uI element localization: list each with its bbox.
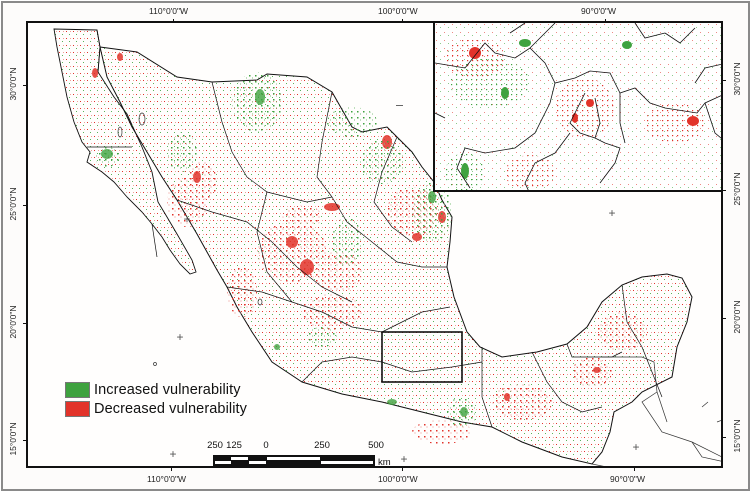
top-axis-label: 90°0'0"W (581, 6, 616, 16)
legend-item-increased: Increased vulnerability (65, 380, 247, 399)
legend-label: Decreased vulnerability (94, 400, 248, 417)
scale-tick: 500 (368, 440, 384, 451)
scale-bar: 250 125 0 250 500 km (207, 440, 393, 468)
bottom-axis-label: 100°0'0"W (378, 474, 418, 484)
scale-tick: 125 (226, 440, 242, 451)
scale-tick: 250 (207, 440, 223, 451)
top-axis-tick (173, 19, 174, 23)
left-axis-tick (23, 440, 27, 441)
scale-tick: 250 (314, 440, 330, 451)
left-axis-tick (23, 323, 27, 324)
left-axis-tick (23, 205, 27, 206)
left-axis-label: 30°0'0"N (8, 67, 18, 101)
bottom-axis-tick (171, 467, 172, 471)
graticule-cross-icon: + (176, 330, 184, 344)
graticule-cross-icon: + (608, 206, 616, 220)
map-frame: + + + + + + (26, 21, 723, 468)
left-axis-tick (23, 85, 27, 86)
right-axis-label: 15°0'0"N (732, 419, 742, 453)
top-axis-label: 100°0'0"W (378, 6, 418, 16)
graticule-cross-icon: + (400, 452, 408, 466)
legend-label: Increased vulnerability (94, 381, 241, 398)
top-axis-tick (605, 19, 606, 23)
graticule-cross-icon: + (632, 440, 640, 454)
graticule-dash (396, 105, 403, 106)
increased-vulnerability-patches (95, 72, 477, 427)
state-boundaries (151, 81, 663, 428)
decreased-swatch (65, 400, 90, 417)
bottom-axis-label: 90°0'0"W (610, 474, 645, 484)
right-axis-label: 30°0'0"N (732, 62, 742, 96)
right-axis-tick (722, 437, 726, 438)
right-axis-label: 20°0'0"N (732, 300, 742, 334)
top-axis-label: 110°0'0"W (149, 6, 189, 16)
scale-bar-graphic (213, 455, 375, 466)
inset-map (433, 23, 721, 192)
legend-item-decreased: Decreased vulnerability (65, 399, 247, 418)
right-axis-tick (722, 190, 726, 191)
graticule-cross-icon: + (169, 447, 177, 461)
bottom-axis-label: 110°0'0"W (147, 474, 187, 484)
top-axis-tick (402, 19, 403, 23)
scale-unit: km (378, 457, 391, 468)
mexico-map (53, 28, 721, 466)
left-axis-label: 20°0'0"N (8, 305, 18, 339)
bottom-axis-tick (634, 467, 635, 471)
study-area-box (381, 331, 463, 383)
graticule-cross-icon: + (183, 212, 191, 226)
scale-tick: 0 (263, 440, 269, 451)
right-axis-tick (722, 318, 726, 319)
increased-swatch (65, 381, 90, 398)
neighbor-borders (591, 356, 721, 466)
right-axis-label: 25°0'0"N (732, 172, 742, 206)
left-axis-label: 15°0'0"N (8, 422, 18, 456)
right-axis-tick (722, 80, 726, 81)
legend: Increased vulnerability Decreased vulner… (65, 380, 247, 418)
left-axis-label: 25°0'0"N (8, 187, 18, 221)
mexico-mainland (99, 46, 693, 465)
bottom-axis-tick (402, 467, 403, 471)
